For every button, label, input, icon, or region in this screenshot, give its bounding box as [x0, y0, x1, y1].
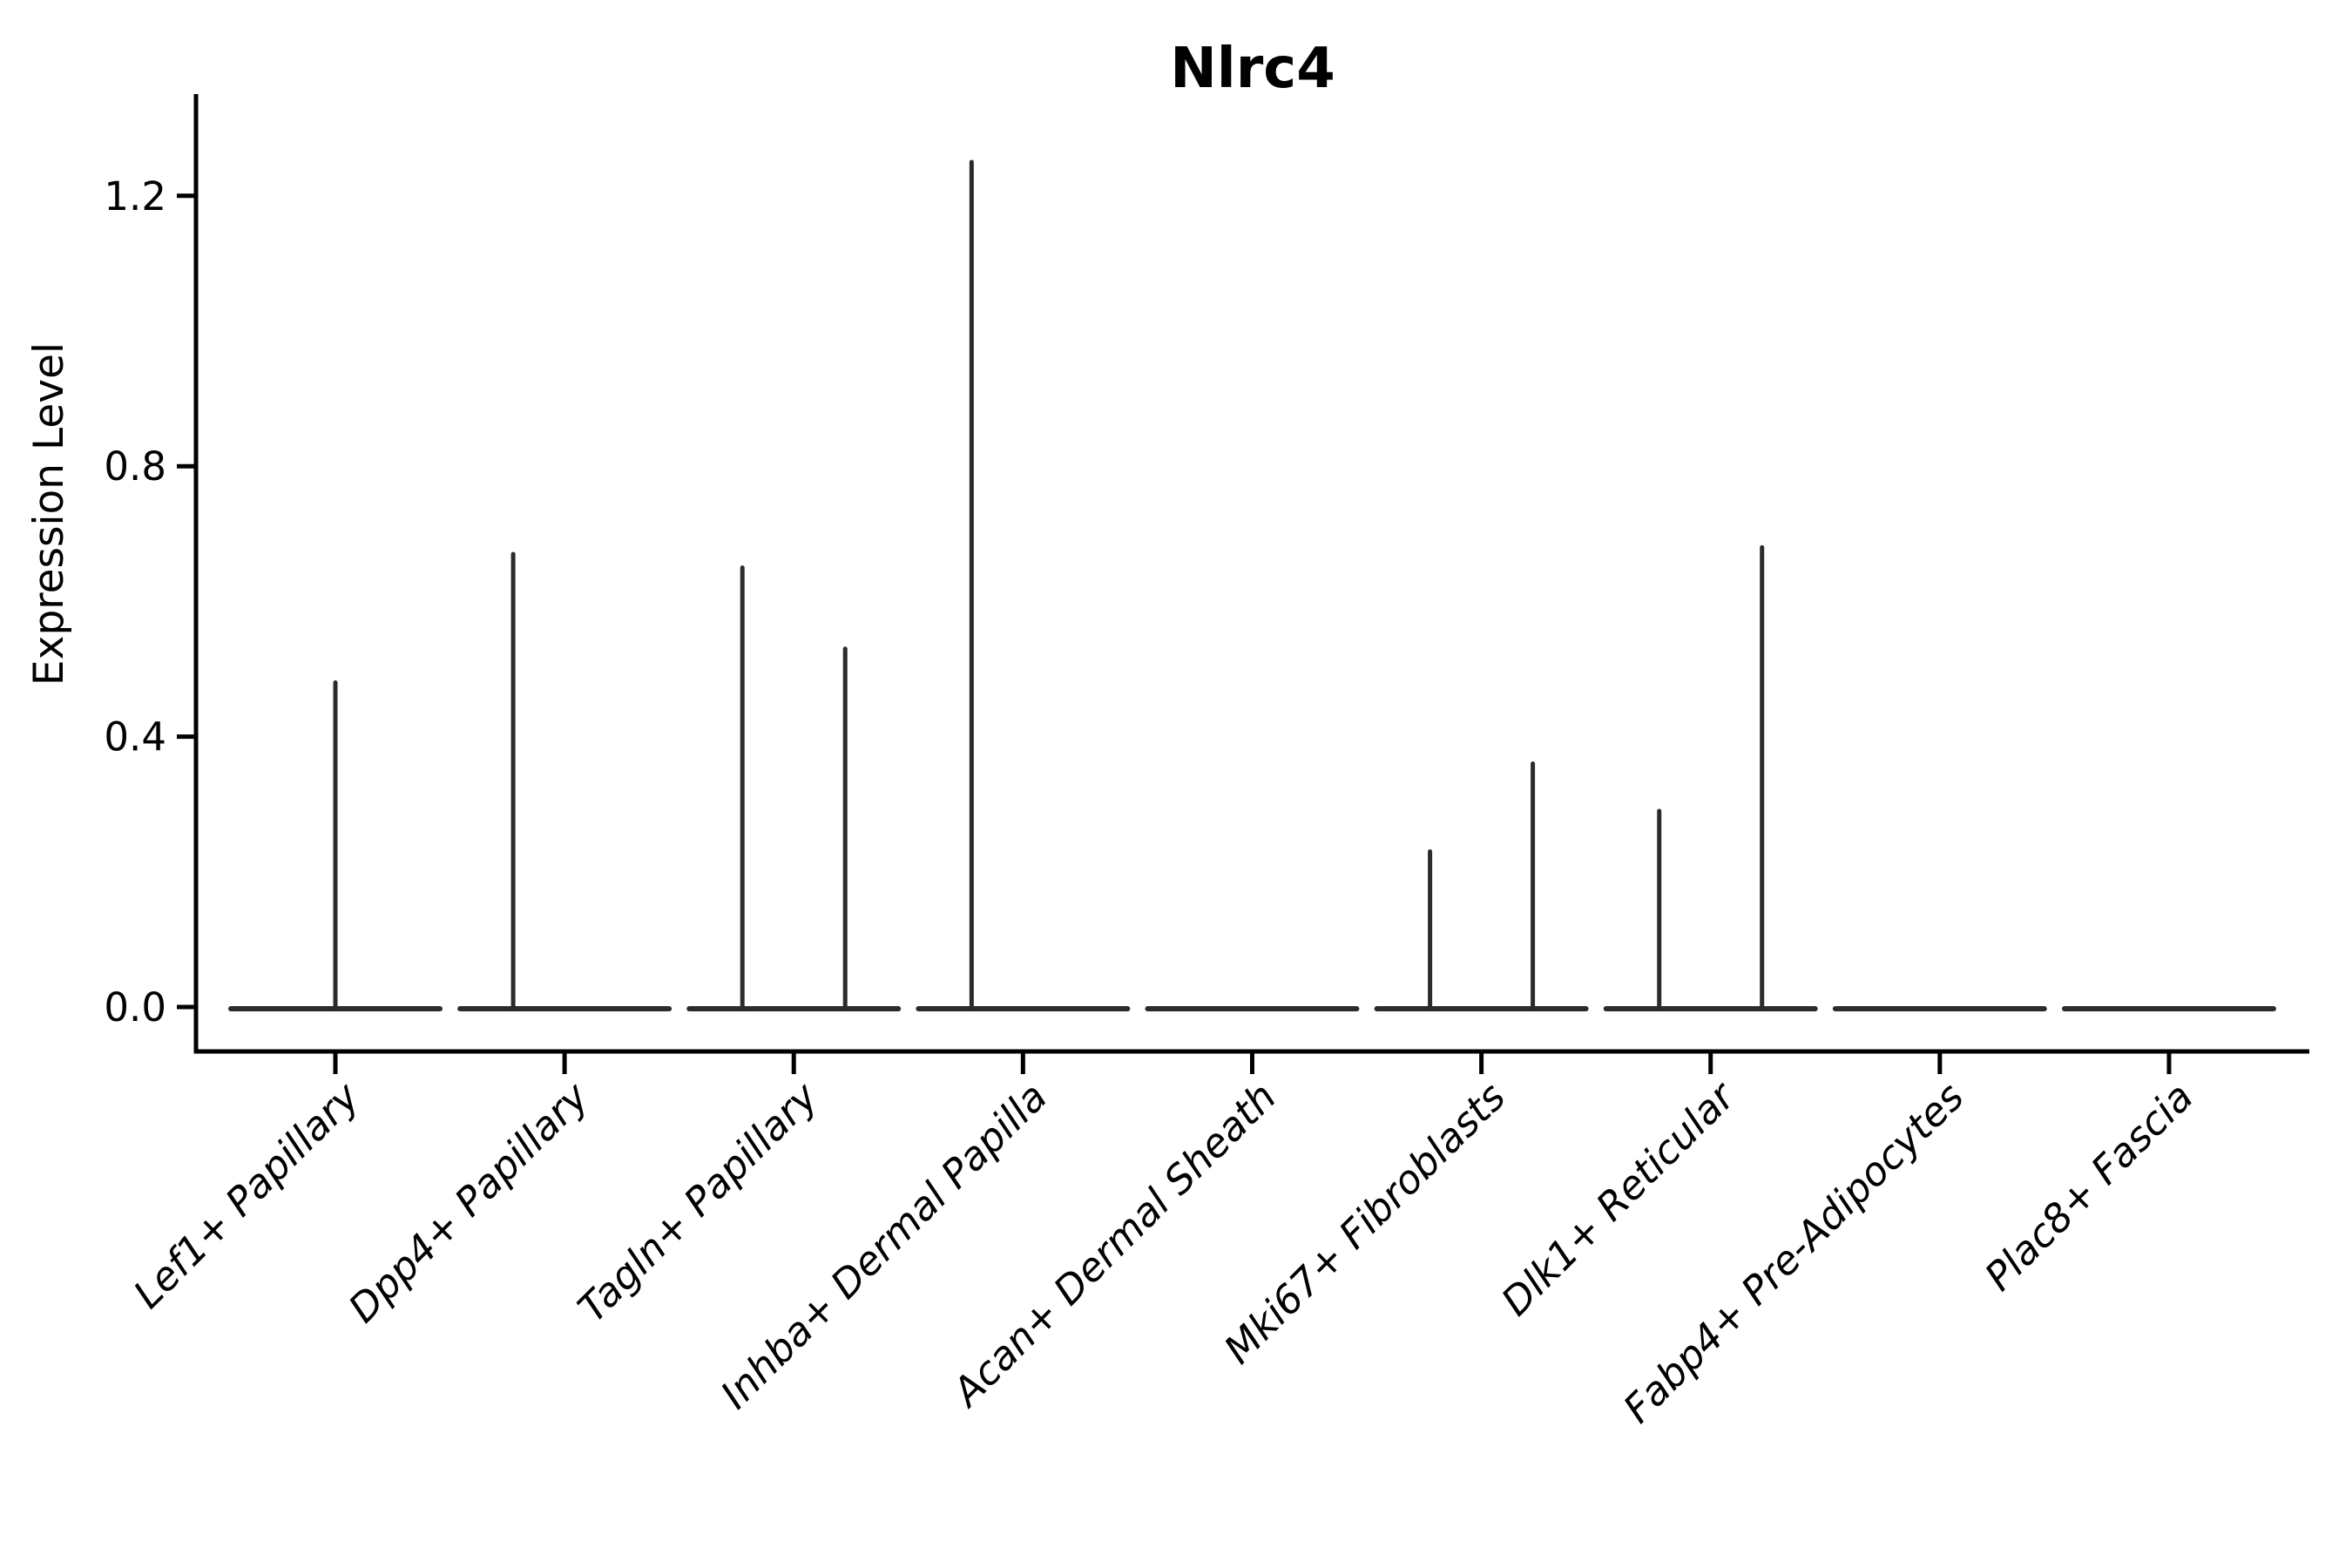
y-tick-label: 0.8 — [104, 443, 166, 490]
axes: 0.0 0.4 0.8 1.2 — [104, 94, 2309, 1074]
y-tick-label: 1.2 — [104, 173, 166, 220]
x-tick-label: Lef1+ Papillary — [125, 1072, 369, 1317]
x-tick-label: Plac8+ Fascia — [1976, 1073, 2202, 1300]
y-tick-label: 0.4 — [104, 714, 166, 760]
x-tick-label: Dlk1+ Reticular — [1492, 1072, 1745, 1325]
y-axis-label: Expression Level — [25, 342, 73, 686]
violins — [228, 159, 2276, 1011]
x-tick-label: Tagln+ Papillary — [569, 1072, 828, 1331]
y-tick-label: 0.0 — [104, 984, 166, 1031]
x-tick-label: Dpp4+ Papillary — [340, 1072, 598, 1331]
plot-title: Nlrc4 — [1170, 37, 1335, 101]
